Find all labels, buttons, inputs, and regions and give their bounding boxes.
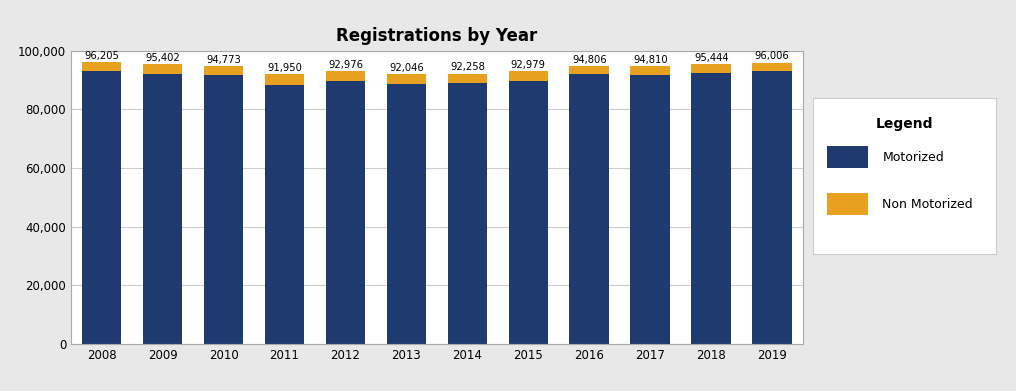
Bar [325, 81, 365, 344]
Text: Legend: Legend [876, 117, 933, 131]
Bar [569, 74, 609, 344]
Bar [264, 84, 305, 344]
Text: 95,444: 95,444 [694, 53, 728, 63]
Text: 91,950: 91,950 [267, 63, 302, 73]
Text: Non Motorized: Non Motorized [882, 197, 973, 211]
Text: 94,773: 94,773 [206, 55, 241, 65]
Text: 96,205: 96,205 [84, 51, 119, 61]
Bar [691, 72, 732, 344]
Text: Motorized: Motorized [882, 151, 944, 164]
Bar [264, 74, 305, 84]
Bar [691, 64, 732, 72]
Bar [386, 74, 427, 84]
Text: 95,402: 95,402 [145, 53, 180, 63]
Text: 92,976: 92,976 [328, 60, 363, 70]
Text: 92,046: 92,046 [389, 63, 424, 73]
Text: 94,806: 94,806 [572, 55, 607, 65]
Bar [752, 63, 792, 71]
Text: 96,006: 96,006 [755, 51, 789, 61]
Bar [203, 66, 243, 75]
Bar [569, 66, 609, 74]
Bar [203, 75, 243, 344]
Bar [508, 72, 549, 81]
Bar [447, 83, 488, 344]
Bar [630, 66, 671, 75]
Bar [325, 72, 365, 81]
Bar [508, 81, 549, 344]
Text: Registrations by Year: Registrations by Year [336, 27, 537, 45]
Bar [447, 74, 488, 83]
Bar [752, 71, 792, 344]
Bar [142, 64, 183, 74]
Bar [630, 75, 671, 344]
Bar [81, 71, 122, 344]
Bar [142, 74, 183, 344]
Bar [386, 84, 427, 344]
Bar [81, 62, 122, 71]
Text: 92,258: 92,258 [450, 62, 485, 72]
Text: 92,979: 92,979 [511, 60, 546, 70]
Text: 94,810: 94,810 [633, 55, 668, 65]
Bar [827, 146, 868, 168]
Bar [827, 193, 868, 215]
